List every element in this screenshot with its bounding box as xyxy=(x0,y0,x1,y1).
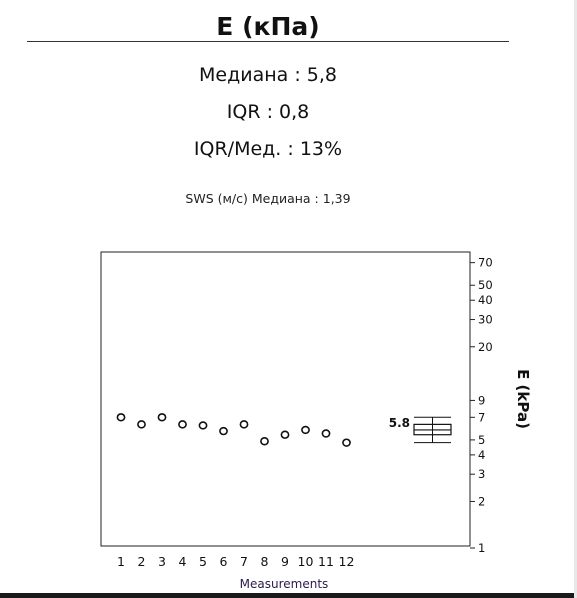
plot-frame xyxy=(100,251,471,547)
y-tick-label: 20 xyxy=(478,340,493,354)
measurement-point xyxy=(280,430,290,439)
measurement-point xyxy=(198,421,208,430)
x-tick-label: 8 xyxy=(261,554,269,569)
y-tick-label: 2 xyxy=(478,494,485,508)
iqr-ratio-value: IQR/Мед. : 13% xyxy=(193,138,343,160)
boxplot: 5.8 xyxy=(389,416,452,444)
y-tick-label: 7 xyxy=(478,410,485,424)
measurement-point xyxy=(239,420,249,429)
x-tick-label: 5 xyxy=(199,554,207,569)
x-tick-label: 12 xyxy=(339,554,355,569)
bottom-bar xyxy=(0,593,577,598)
chart-title: E (кПа) xyxy=(216,12,320,41)
y-tick-label: 30 xyxy=(478,313,493,327)
measurement-point xyxy=(342,438,351,447)
y-axis-label: E (kPa) xyxy=(514,369,532,429)
y-tick-label: 5 xyxy=(478,433,485,447)
x-tick-label: 9 xyxy=(281,554,289,569)
y-tick-label: 9 xyxy=(478,393,485,407)
y-tick-label: 1 xyxy=(478,541,485,555)
iqr-value: IQR : 0,8 xyxy=(226,101,310,123)
sws-median-value: SWS (м/с) Медиана : 1,39 xyxy=(185,191,351,206)
boxplot-median-label: 5.8 xyxy=(389,416,410,430)
right-edge-strip xyxy=(574,0,577,598)
x-axis-label: Measurements xyxy=(240,577,329,591)
y-tick-label: 40 xyxy=(478,293,493,307)
x-tick-label: 11 xyxy=(318,554,334,569)
measurement-point xyxy=(260,437,269,446)
measurement-point xyxy=(178,420,187,429)
measurement-point xyxy=(321,429,331,438)
measurement-point xyxy=(137,420,146,429)
y-tick-label: 50 xyxy=(478,278,493,292)
x-tick-label: 4 xyxy=(179,554,187,569)
y-tick-label: 3 xyxy=(478,467,485,481)
x-axis-tick-labels: 1 2 3 4 5 6 7 8 9 10 11 12 xyxy=(117,554,354,569)
x-tick-label: 7 xyxy=(240,554,248,569)
x-tick-label: 3 xyxy=(158,554,166,569)
x-tick-label: 10 xyxy=(298,554,314,569)
title-divider xyxy=(27,41,509,42)
x-tick-label: 1 xyxy=(117,554,125,569)
measurement-point xyxy=(301,425,310,435)
x-tick-label: 6 xyxy=(220,554,228,569)
measurement-points xyxy=(116,413,351,447)
median-value: Медиана : 5,8 xyxy=(199,64,337,86)
x-tick-label: 2 xyxy=(138,554,146,569)
measurement-point xyxy=(116,413,126,422)
y-tick-label: 70 xyxy=(478,256,493,270)
measurement-point xyxy=(219,426,228,436)
measurement-point xyxy=(157,413,167,422)
y-tick-label: 4 xyxy=(478,448,485,462)
